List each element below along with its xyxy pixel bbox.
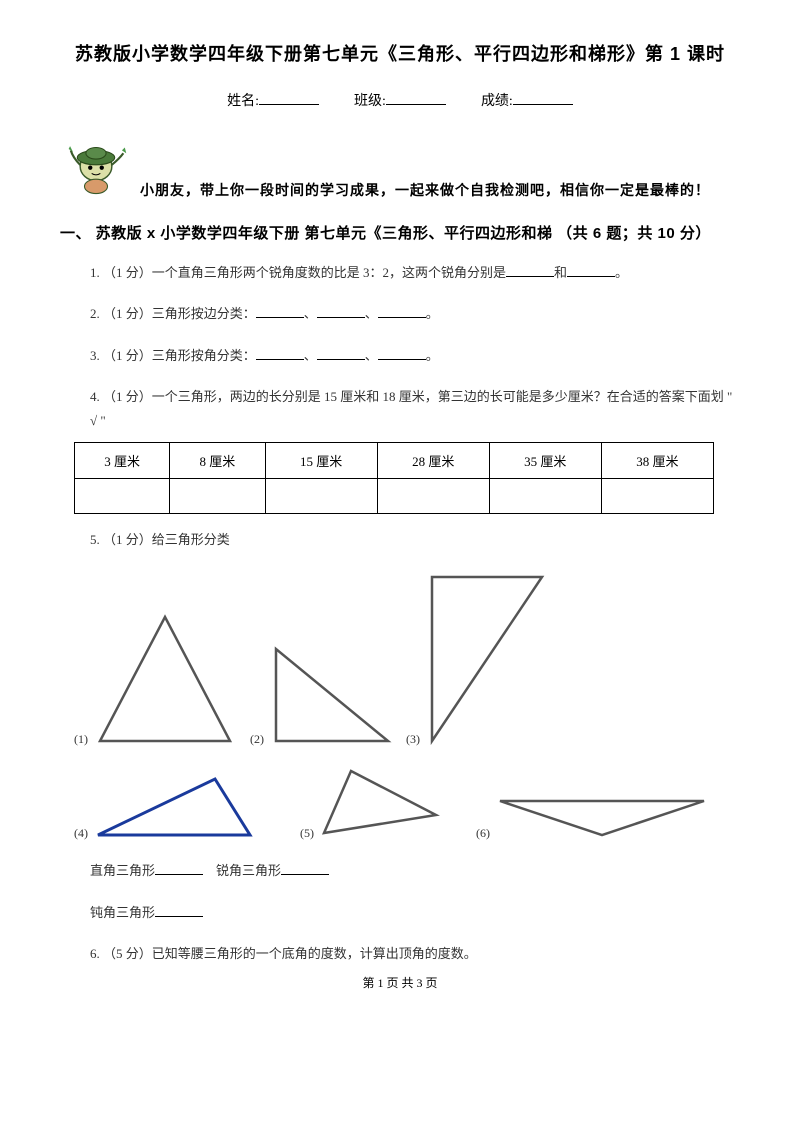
student-info-line: 姓名: 班级: 成绩:	[60, 90, 740, 110]
q3-blank-2[interactable]	[317, 345, 365, 360]
shape-label-5: (5)	[300, 826, 314, 843]
shape-3: (3)	[406, 569, 552, 749]
q1-blank-1[interactable]	[506, 262, 554, 277]
table-header-cell: 28 厘米	[377, 442, 489, 478]
q2-text: 2. （1 分）三角形按边分类：	[90, 306, 256, 321]
section-heading: 一、 苏教版 x 小学数学四年级下册 第七单元《三角形、平行四边形和梯 （共 6…	[60, 222, 740, 243]
shape-6: (6)	[476, 793, 712, 843]
triangle-6-icon	[492, 793, 712, 843]
q2-sep-2: 、	[365, 306, 378, 321]
q6-text: 6. （5 分）已知等腰三角形的一个底角的度数，计算出顶角的度数。	[90, 946, 477, 961]
shape-5: (5)	[300, 763, 446, 843]
table-answer-cell[interactable]	[489, 478, 601, 513]
shape-label-6: (6)	[476, 826, 490, 843]
q2-blank-3[interactable]	[378, 303, 426, 318]
triangle-5-icon	[316, 763, 446, 843]
q3-period: 。	[426, 348, 439, 363]
class-blank[interactable]	[386, 90, 446, 105]
q3-text: 3. （1 分）三角形按角分类：	[90, 348, 256, 363]
shape-label-2: (2)	[250, 732, 264, 749]
table-answer-cell[interactable]	[601, 478, 713, 513]
table-header-cell: 15 厘米	[265, 442, 377, 478]
score-blank[interactable]	[513, 90, 573, 105]
shape-label-1: (1)	[74, 732, 88, 749]
table-answer-cell[interactable]	[170, 478, 265, 513]
name-label: 姓名:	[227, 94, 259, 109]
shape-2: (2)	[250, 639, 396, 749]
worksheet-page: 苏教版小学数学四年级下册第七单元《三角形、平行四边形和梯形》第 1 课时 姓名:…	[0, 0, 800, 1011]
q1-text-a: 1. （1 分）一个直角三角形两个锐角度数的比是 3：2，这两个锐角分别是	[90, 265, 506, 280]
table-answer-cell[interactable]	[377, 478, 489, 513]
cat-obtuse-label: 钝角三角形	[90, 905, 155, 920]
q3-blank-1[interactable]	[256, 345, 304, 360]
triangle-4-icon	[90, 773, 260, 843]
question-2: 2. （1 分）三角形按边分类： 、 、 。	[90, 302, 740, 325]
q1-blank-2[interactable]	[567, 262, 615, 277]
table-header-row: 3 厘米 8 厘米 15 厘米 28 厘米 35 厘米 38 厘米	[75, 442, 714, 478]
question-3: 3. （1 分）三角形按角分类： 、 、 。	[90, 344, 740, 367]
shape-label-4: (4)	[74, 826, 88, 843]
mascot-icon	[60, 136, 132, 208]
table-answer-row	[75, 478, 714, 513]
table-header-cell: 35 厘米	[489, 442, 601, 478]
table-answer-cell[interactable]	[75, 478, 170, 513]
shape-4: (4)	[74, 773, 260, 843]
question-1: 1. （1 分）一个直角三角形两个锐角度数的比是 3：2，这两个锐角分别是 和 。	[90, 261, 740, 284]
cat-right-blank[interactable]	[155, 860, 203, 875]
q1-text-c: 。	[615, 265, 628, 280]
shape-label-3: (3)	[406, 732, 420, 749]
shapes-row-1: (1) (2) (3)	[74, 569, 740, 749]
shape-1: (1)	[74, 609, 240, 749]
q2-sep-1: 、	[304, 306, 317, 321]
score-label: 成绩:	[481, 94, 513, 109]
question-6: 6. （5 分）已知等腰三角形的一个底角的度数，计算出顶角的度数。	[90, 942, 740, 965]
q5-answer-line-2: 钝角三角形	[90, 901, 740, 924]
q1-text-b: 和	[554, 265, 567, 280]
triangle-2-icon	[266, 639, 396, 749]
q4-text: 4. （1 分）一个三角形，两边的长分别是 15 厘米和 18 厘米，第三边的长…	[90, 389, 732, 427]
shapes-area: (1) (2) (3) (4)	[74, 569, 740, 843]
class-label: 班级:	[354, 94, 386, 109]
name-blank[interactable]	[259, 90, 319, 105]
triangle-1-icon	[90, 609, 240, 749]
page-title: 苏教版小学数学四年级下册第七单元《三角形、平行四边形和梯形》第 1 课时	[60, 40, 740, 66]
cat-obtuse-blank[interactable]	[155, 902, 203, 917]
cat-acute-blank[interactable]	[281, 860, 329, 875]
table-header-cell: 38 厘米	[601, 442, 713, 478]
table-header-cell: 3 厘米	[75, 442, 170, 478]
question-4: 4. （1 分）一个三角形，两边的长分别是 15 厘米和 18 厘米，第三边的长…	[90, 385, 740, 432]
q3-sep-2: 、	[365, 348, 378, 363]
table-answer-cell[interactable]	[265, 478, 377, 513]
q3-blank-3[interactable]	[378, 345, 426, 360]
q2-blank-2[interactable]	[317, 303, 365, 318]
q2-period: 。	[426, 306, 439, 321]
triangle-3-icon	[422, 569, 552, 749]
question-5: 5. （1 分）给三角形分类	[90, 528, 740, 551]
table-header-cell: 8 厘米	[170, 442, 265, 478]
q3-sep-1: 、	[304, 348, 317, 363]
cat-acute-label: 锐角三角形	[216, 863, 281, 878]
page-footer: 第 1 页 共 3 页	[60, 974, 740, 991]
cat-right-label: 直角三角形	[90, 863, 155, 878]
shapes-row-2: (4) (5) (6)	[74, 763, 740, 843]
q5-text: 5. （1 分）给三角形分类	[90, 532, 230, 547]
encourage-text: 小朋友，带上你一段时间的学习成果，一起来做个自我检测吧，相信你一定是最棒的！	[140, 180, 710, 208]
q4-table: 3 厘米 8 厘米 15 厘米 28 厘米 35 厘米 38 厘米	[74, 442, 714, 514]
mascot-row: 小朋友，带上你一段时间的学习成果，一起来做个自我检测吧，相信你一定是最棒的！	[60, 136, 740, 208]
q5-answer-line-1: 直角三角形 锐角三角形	[90, 859, 740, 882]
q2-blank-1[interactable]	[256, 303, 304, 318]
